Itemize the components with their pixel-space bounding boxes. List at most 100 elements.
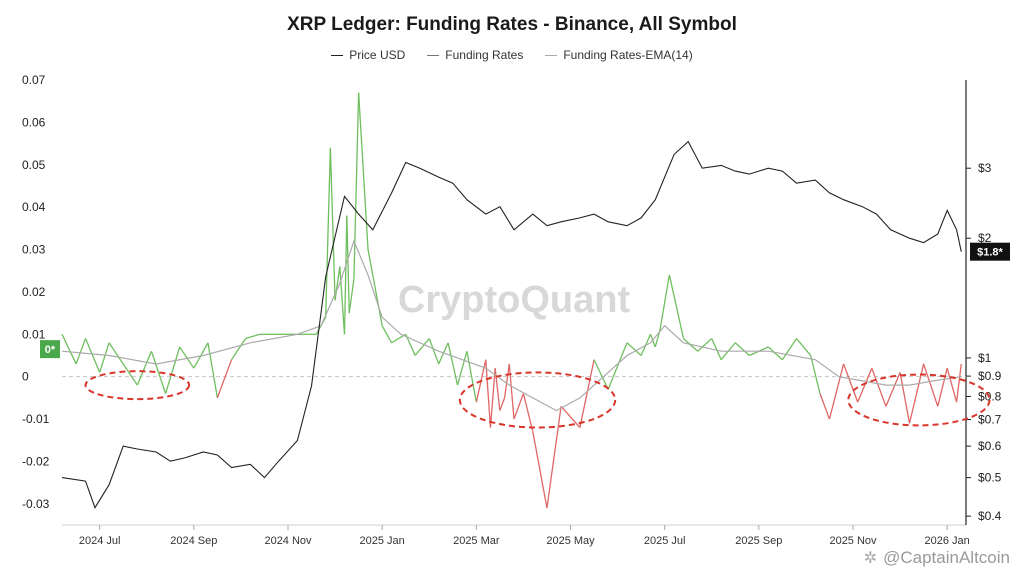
funding-rate-segment — [61, 334, 77, 365]
funding-rate-segment — [522, 393, 534, 432]
funding-rate-segment — [626, 342, 642, 356]
credit-watermark: ✲ @CaptainAltcoin — [864, 548, 1010, 568]
funding-rate-segment — [607, 342, 628, 390]
left-tick-label: 0.06 — [22, 115, 46, 129]
cryptoquant-watermark: CryptoQuant — [398, 279, 631, 321]
funding-rate-segment — [796, 338, 812, 356]
funding-rate-segment — [546, 406, 562, 509]
network-logo-icon: ✲ — [863, 550, 878, 567]
legend-swatch-price — [331, 54, 344, 56]
legend-swatch-funding-ema — [545, 54, 558, 56]
funding-rate-segment — [84, 338, 101, 373]
funding-rate-segment — [809, 355, 821, 394]
funding-rate-segment — [343, 215, 348, 335]
funding-rate-segment — [955, 363, 962, 403]
funding-rate-segment — [923, 363, 939, 407]
funding-rate-segment — [230, 338, 247, 361]
right-tick-label: $2 — [978, 231, 992, 245]
legend-label-funding-rates: Funding Rates — [445, 48, 524, 62]
funding-rate-segment — [668, 274, 685, 339]
current-funding-label: 0* — [45, 344, 56, 356]
funding-rate-segment — [871, 367, 887, 407]
funding-rate-segment — [946, 368, 958, 403]
funding-rate-segment — [560, 405, 581, 428]
credit-text: @CaptainAltcoin — [883, 548, 1010, 567]
right-tick-label: $1 — [978, 351, 992, 365]
x-tick-label: 2024 Nov — [264, 535, 312, 547]
left-tick-label: 0.05 — [22, 158, 46, 172]
funding-rate-segment — [348, 279, 355, 314]
funding-rate-segment — [857, 367, 873, 403]
left-tick-label: 0.07 — [22, 73, 46, 87]
negative-funding-ellipse — [458, 371, 617, 429]
price-usd-line — [61, 140, 962, 509]
funding-rate-segment — [908, 363, 925, 424]
left-tick-label: 0.02 — [22, 285, 46, 299]
funding-rate-segment — [136, 350, 153, 386]
left-tick-label: -0.01 — [22, 412, 50, 426]
funding-rate-segment — [346, 215, 350, 314]
funding-rate-segment — [885, 372, 901, 407]
right-tick-label: $0.4 — [978, 509, 1002, 523]
funding-rate-segment — [485, 359, 492, 428]
x-tick-label: 2025 Jan — [360, 535, 405, 547]
funding-rate-segment — [150, 351, 167, 394]
funding-rate-segment — [842, 363, 859, 403]
right-tick-label: $0.7 — [978, 413, 1002, 427]
funding-rate-segment — [381, 325, 393, 344]
legend-label-funding-ema: Funding Rates-EMA(14) — [563, 48, 693, 62]
right-tick-label: $0.9 — [978, 369, 1002, 383]
funding-rate-segment — [659, 274, 671, 331]
funding-rate-segment — [734, 342, 750, 356]
current-funding-badge — [40, 340, 60, 359]
funding-ema-line — [61, 239, 962, 412]
x-tick-label: 2026 Jan — [925, 535, 970, 547]
funding-rate-segment — [593, 359, 609, 390]
funding-rate-segment — [697, 338, 713, 352]
legend-item-funding-ema[interactable]: Funding Rates-EMA(14) — [545, 48, 693, 62]
chart-legend: Price USD Funding Rates Funding Rates-EM… — [0, 48, 1024, 62]
funding-rate-segment — [179, 346, 195, 369]
left-tick-label: 0 — [22, 370, 29, 384]
x-tick-label: 2024 Jul — [79, 535, 121, 547]
funding-rate-segment — [99, 342, 110, 373]
negative-funding-ellipse — [847, 373, 991, 427]
x-tick-label: 2025 Mar — [453, 535, 500, 547]
left-tick-label: -0.03 — [22, 497, 50, 511]
funding-rate-segment — [207, 342, 219, 398]
funding-rate-segment — [164, 346, 181, 394]
funding-rate-segment — [489, 368, 496, 428]
funding-rate-segment — [325, 147, 332, 318]
funding-rate-segment — [503, 363, 510, 398]
funding-rate-segment — [513, 393, 525, 420]
funding-rate-segment — [108, 342, 124, 365]
funding-rate-segment — [781, 338, 798, 361]
legend-item-funding-rates[interactable]: Funding Rates — [427, 48, 523, 62]
funding-rate-segment — [428, 338, 440, 365]
left-tick-label: 0.03 — [22, 243, 46, 257]
x-tick-label: 2024 Sep — [170, 535, 217, 547]
funding-rate-segment — [245, 333, 260, 340]
current-price-badge — [970, 242, 1010, 261]
funding-rate-segment — [447, 342, 459, 386]
funding-rate-segment — [357, 92, 369, 250]
funding-rate-segment — [532, 431, 548, 509]
left-tick-label: -0.02 — [22, 454, 50, 468]
legend-label-price: Price USD — [349, 48, 406, 62]
funding-rate-segment — [122, 363, 138, 386]
funding-rate-segment — [499, 397, 506, 411]
funding-rate-segment — [828, 363, 845, 420]
right-tick-label: $0.6 — [978, 439, 1002, 453]
funding-rate-segment — [579, 359, 595, 428]
legend-item-price[interactable]: Price USD — [331, 48, 405, 62]
funding-rate-segment — [819, 393, 831, 420]
left-tick-label: 0.04 — [22, 200, 46, 214]
funding-rate-segment — [216, 359, 233, 399]
funding-rate-segment — [711, 338, 722, 360]
funding-rate-segment — [899, 372, 911, 424]
current-price-label: $1.8* — [977, 247, 1003, 259]
funding-rate-segment — [329, 147, 336, 301]
negative-funding-ellipse — [84, 370, 191, 401]
funding-rate-segment — [339, 266, 346, 335]
